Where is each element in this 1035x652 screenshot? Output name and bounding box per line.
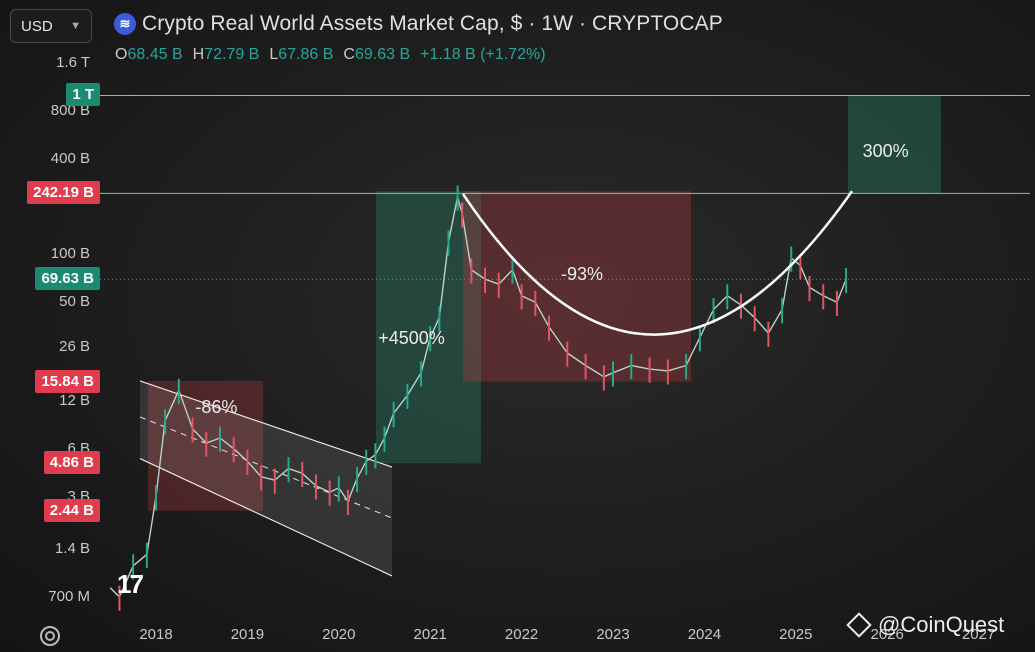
open-value: 68.45 B [127,46,183,63]
channel-upper-line [139,380,393,468]
target-box [848,95,941,194]
x-tick-label: 2019 [230,626,265,643]
x-tick-label: 2023 [596,626,630,643]
chevron-down-icon: ▼ [70,20,81,32]
low-label: L [269,46,279,63]
x-tick-label: 2022 [504,626,539,643]
y-tick-label: 26 B [59,338,90,356]
price-tag: 4.86 B [43,451,100,475]
x-tick-label: 2020 [322,626,356,643]
y-tick-label: 100 B [50,245,90,263]
watermark-text: @CoinQuest [878,612,1005,637]
x-tick-label: 2021 [413,626,447,643]
drawdown-box-2022 [463,191,691,382]
x-tick-label: 2024 [687,626,722,643]
annotation-label: -86% [195,396,238,417]
open-label: O [115,46,128,63]
high-value: 72.79 B [204,46,260,63]
y-tick-label: 1.4 B [54,540,90,558]
currency-selector[interactable]: USD ▼ [10,9,92,43]
close-value: 69.63 B [354,46,411,63]
symbol-title[interactable]: ≋ Crypto Real World Assets Market Cap, $… [114,12,723,36]
x-tick-label: 2018 [139,626,173,643]
tradingview-logo: 17 [117,569,144,599]
change-value: +1.18 B (+1.72%) [420,46,546,63]
price-tag: 15.84 B [35,369,100,393]
y-tick-label: 700 M [48,588,90,605]
chart-title: Crypto Real World Assets Market Cap, $ ·… [142,12,723,35]
x-tick-label: 2025 [779,626,813,643]
price-tag: 69.63 B [35,267,100,291]
currency-label: USD [21,17,53,35]
annotation-label: +4500% [378,327,445,348]
low-value: 67.86 B [278,46,334,63]
ohlc-legend: O68.45 B H72.79 B L67.86 B C69.63 B +1.1… [115,46,546,64]
x-tick-label: 2026 [870,626,904,643]
diamond-icon [846,612,872,638]
watermark: @CoinQuest [846,612,1005,638]
y-tick-label: 400 B [50,149,90,167]
cup-curve [461,190,854,336]
asset-logo-icon: ≋ [114,13,136,35]
price-tag: 1 T [66,83,100,107]
settings-icon[interactable] [40,626,60,646]
y-tick-label: 800 B [50,101,90,119]
y-tick-label: 1.6 T [56,54,90,71]
annotation-label: 300% [862,140,909,161]
y-tick-label: 50 B [59,293,90,311]
channel-lower-line [139,458,393,577]
price-tag: 242.19 B [27,181,100,205]
price-line [109,196,847,598]
x-tick-label: 2027 [961,626,996,643]
y-tick-label: 12 B [59,391,90,409]
close-label: C [343,46,355,63]
high-label: H [192,46,205,63]
price-tag: 2.44 B [43,498,100,522]
annotation-label: -93% [561,264,604,285]
channel-mid-line [139,416,393,519]
